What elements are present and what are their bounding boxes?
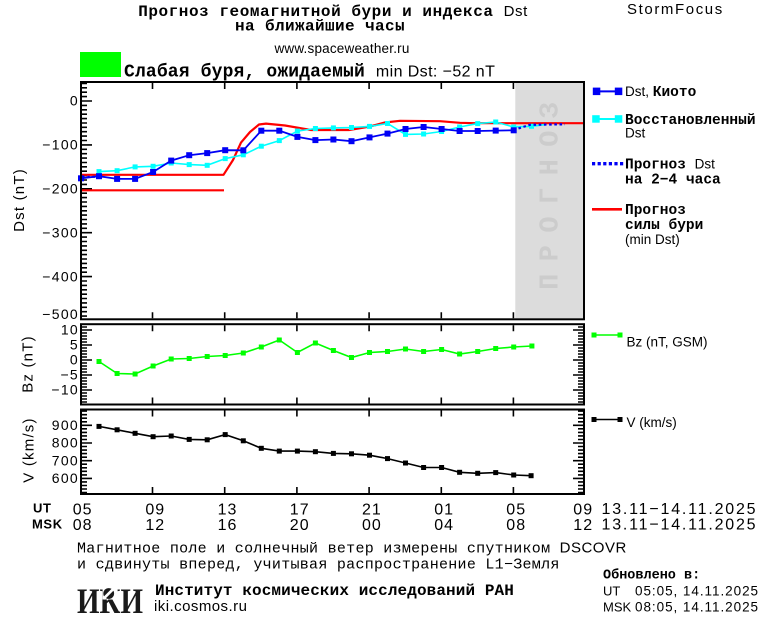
svg-text:05: 05 xyxy=(73,502,93,519)
svg-text:12: 12 xyxy=(573,517,593,534)
svg-text:−200: −200 xyxy=(42,181,79,197)
svg-text:17: 17 xyxy=(290,502,310,519)
svg-text:UT: UT xyxy=(33,501,52,516)
svg-text:08: 08 xyxy=(506,517,526,534)
svg-text:09: 09 xyxy=(573,502,593,519)
svg-text:0: 0 xyxy=(70,93,79,109)
svg-text:16: 16 xyxy=(218,517,238,534)
svg-text:−10: −10 xyxy=(51,382,79,398)
svg-text:MSK: MSK xyxy=(32,517,63,532)
svg-text:Институт космических исследова: Институт космических исследований РАН xyxy=(155,582,514,600)
svg-text:13.11−14.11.2025: 13.11−14.11.2025 xyxy=(602,501,758,518)
svg-text:12: 12 xyxy=(145,517,165,534)
svg-text:(min Dst): (min Dst) xyxy=(625,232,680,247)
svg-text:Обновлено в:: Обновлено в: xyxy=(603,568,700,584)
svg-text:05: 05 xyxy=(506,502,526,519)
svg-text:www.spaceweather.ru: www.spaceweather.ru xyxy=(273,41,409,56)
svg-text:00: 00 xyxy=(362,517,382,534)
svg-text:−500: −500 xyxy=(42,306,79,322)
svg-text:Магнитное поле и солнечный вет: Магнитное поле и солнечный ветер измерен… xyxy=(77,540,627,558)
svg-text:13: 13 xyxy=(218,502,238,519)
svg-text:Dst, Киото: Dst, Киото xyxy=(625,84,697,101)
svg-text:и сдвинуты вперед, учитывая ра: и сдвинуты вперед, учитывая распростране… xyxy=(77,557,560,574)
svg-text:−100: −100 xyxy=(42,137,79,153)
svg-text:на ближайшие часы: на ближайшие часы xyxy=(235,18,405,36)
svg-text:600: 600 xyxy=(52,470,79,486)
svg-text:08: 08 xyxy=(73,517,93,534)
svg-text:−400: −400 xyxy=(42,268,79,284)
svg-text:iki.cosmos.ru: iki.cosmos.ru xyxy=(154,598,247,615)
svg-text:Dst: Dst xyxy=(625,126,645,141)
svg-text:21: 21 xyxy=(362,502,382,519)
svg-text:09: 09 xyxy=(145,502,165,519)
svg-text:Восстановленный: Восстановленный xyxy=(625,113,756,129)
svg-text:800: 800 xyxy=(52,435,79,451)
svg-text:5: 5 xyxy=(70,337,79,353)
svg-text:13.11−14.11.2025: 13.11−14.11.2025 xyxy=(602,517,758,534)
svg-text:−5: −5 xyxy=(60,367,79,383)
svg-text:Dst (nT): Dst (nT) xyxy=(11,168,28,232)
svg-text:V (km/s): V (km/s) xyxy=(627,415,677,430)
svg-text:ПРОГНОЗ: ПРОГНОЗ xyxy=(537,90,567,290)
svg-text:900: 900 xyxy=(52,417,79,433)
svg-text:силы бури: силы бури xyxy=(625,218,703,234)
svg-text:V (km/s): V (km/s) xyxy=(21,417,38,482)
svg-text:−300: −300 xyxy=(42,224,79,240)
svg-text:08:05, 14.11.2025: 08:05, 14.11.2025 xyxy=(635,600,759,615)
svg-text:04: 04 xyxy=(434,517,454,534)
svg-text:10: 10 xyxy=(61,322,79,338)
svg-text:Прогноз Dst: Прогноз Dst xyxy=(625,157,715,174)
svg-text:05:05, 14.11.2025: 05:05, 14.11.2025 xyxy=(635,584,759,599)
svg-text:Прогноз геомагнитной бури и ин: Прогноз геомагнитной бури и индекса Dst xyxy=(138,3,528,21)
svg-text:01: 01 xyxy=(434,502,454,519)
svg-text:MSK: MSK xyxy=(603,600,632,615)
svg-text:на 2−4 часа: на 2−4 часа xyxy=(625,173,721,189)
svg-text:Слабая буря, ожидаемый min Dst: Слабая буря, ожидаемый min Dst: −52 nT xyxy=(124,62,495,83)
svg-text:Bz (nT, GSM): Bz (nT, GSM) xyxy=(627,335,708,350)
svg-text:0: 0 xyxy=(70,352,79,368)
svg-text:20: 20 xyxy=(290,517,310,534)
svg-text:UT: UT xyxy=(603,584,620,599)
svg-text:StormFocus: StormFocus xyxy=(627,1,724,18)
svg-text:Прогноз: Прогноз xyxy=(625,203,686,219)
svg-text:Bz (nT): Bz (nT) xyxy=(20,335,37,393)
svg-text:700: 700 xyxy=(52,452,79,468)
